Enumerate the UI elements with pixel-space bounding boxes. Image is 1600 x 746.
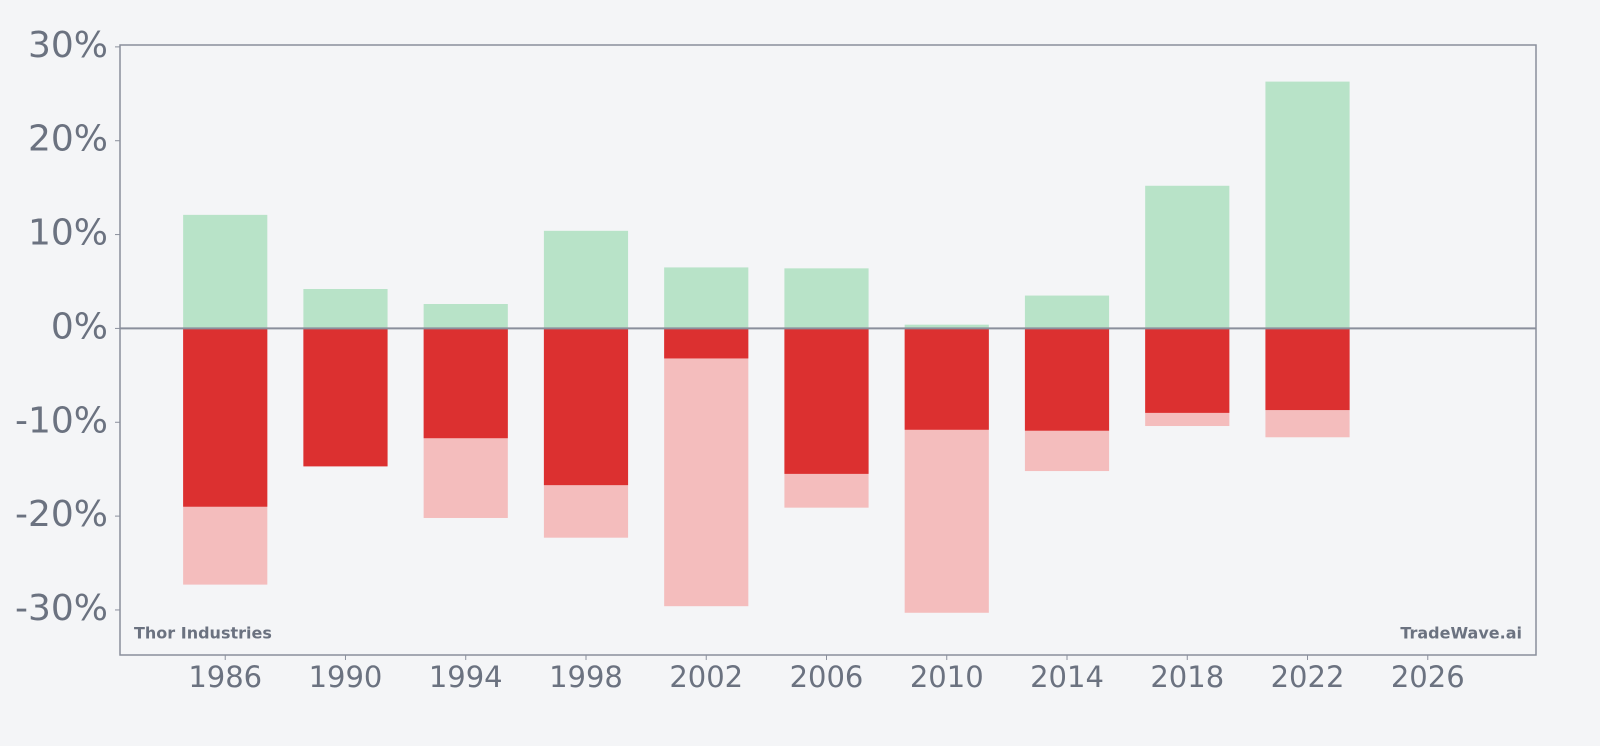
y-tick-label: 0% [51, 306, 108, 347]
bar [303, 328, 388, 467]
watermark: TradeWave.ai [1400, 624, 1522, 643]
y-tick-label: -10% [15, 400, 108, 441]
bar [303, 289, 388, 329]
y-tick-label: -30% [15, 588, 108, 629]
x-tick-label: 2026 [1391, 660, 1465, 694]
x-tick-label: 2002 [669, 660, 743, 694]
bar [543, 230, 629, 329]
bar [1145, 328, 1230, 413]
x-tick-label: 2018 [1150, 660, 1224, 694]
bar [784, 268, 869, 329]
x-tick-label: 1990 [309, 660, 383, 694]
x-tick-label: 2022 [1271, 660, 1345, 694]
company-label: Thor Industries [134, 624, 272, 643]
bar [543, 328, 629, 486]
y-tick-label: 20% [28, 119, 108, 160]
y-tick-label: -20% [15, 494, 108, 535]
bar [904, 328, 989, 430]
x-tick-label: 2014 [1030, 660, 1104, 694]
bar [423, 328, 508, 439]
bar [1145, 185, 1230, 329]
x-tick-label: 2010 [910, 660, 984, 694]
bar [1265, 328, 1350, 411]
bar [183, 328, 268, 507]
bar [784, 328, 869, 474]
x-tick-label: 1998 [549, 660, 623, 694]
bar [183, 214, 268, 329]
bar [904, 324, 989, 329]
bar [664, 328, 749, 607]
bar [1024, 295, 1110, 329]
bar [1024, 328, 1110, 431]
y-tick-label: 30% [28, 25, 108, 66]
bar [664, 267, 749, 329]
bar [423, 304, 508, 329]
y-tick-label: 10% [28, 213, 108, 254]
x-tick-label: 2006 [790, 660, 864, 694]
plot-frame [119, 44, 1537, 656]
x-tick-label: 1994 [429, 660, 503, 694]
x-tick-label: 1986 [188, 660, 262, 694]
bar [664, 328, 749, 359]
bar [1265, 81, 1350, 329]
